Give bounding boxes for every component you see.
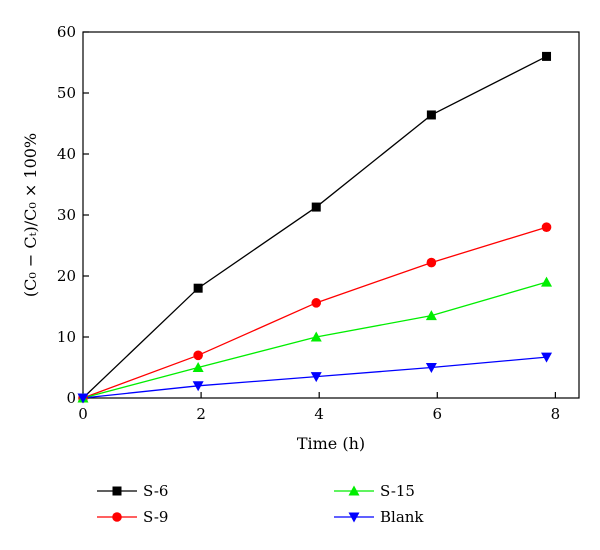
x-tick-label: 2 [196,405,206,423]
legend-marker-blank [348,512,360,523]
data-point-s-6 [311,202,321,212]
x-tick-label: 8 [551,405,561,423]
data-point-s-15 [310,331,322,342]
legend-marker-s-9 [112,512,122,522]
data-point-s-9 [426,257,437,268]
x-tick-label: 4 [314,405,324,423]
x-axis-label: Time (h) [297,434,365,453]
legend-marker-s-6 [112,486,122,496]
data-point-blank [541,352,553,363]
data-point-s-6 [426,110,436,120]
x-tick-label: 0 [78,405,88,423]
data-point-s-9 [541,222,552,232]
legend-label-s-9: S-9 [143,508,168,526]
legend: S-6 S-9 S-15 Blank [97,482,424,526]
data-point-s-15 [192,362,204,372]
data-point-blank [425,363,437,373]
legend-marker-s-15 [348,485,360,496]
data-point-blank [77,393,89,404]
legend-label-s-6: S-6 [143,482,168,500]
data-point-s-6 [542,51,552,61]
y-tick-label: 30 [57,206,76,224]
y-tick-label: 10 [57,328,76,346]
series-markers [77,51,553,404]
data-point-s-6 [193,283,203,293]
data-point-blank [192,381,204,392]
legend-label-blank: Blank [380,508,424,526]
y-tick-label: 50 [57,84,76,102]
axis-ticks: 0 2 4 6 8 0 10 20 30 40 50 60 [57,23,560,423]
y-tick-label: 60 [57,23,76,41]
series-line-s-6 [82,55,547,399]
data-point-s-15 [541,276,553,287]
data-point-s-9 [311,298,322,308]
data-point-s-9 [193,350,203,361]
x-tick-label: 6 [433,405,443,423]
y-axis-label: (C₀ − Cₜ)/C₀ × 100% [21,133,40,297]
data-point-s-15 [425,310,437,321]
data-point-blank [310,372,322,383]
y-tick-label: 20 [57,267,76,285]
legend-label-s-15: S-15 [380,482,415,500]
y-tick-label: 40 [57,145,76,163]
y-tick-label: 0 [66,389,76,407]
plot-frame [82,31,580,399]
series-lines [82,55,547,399]
